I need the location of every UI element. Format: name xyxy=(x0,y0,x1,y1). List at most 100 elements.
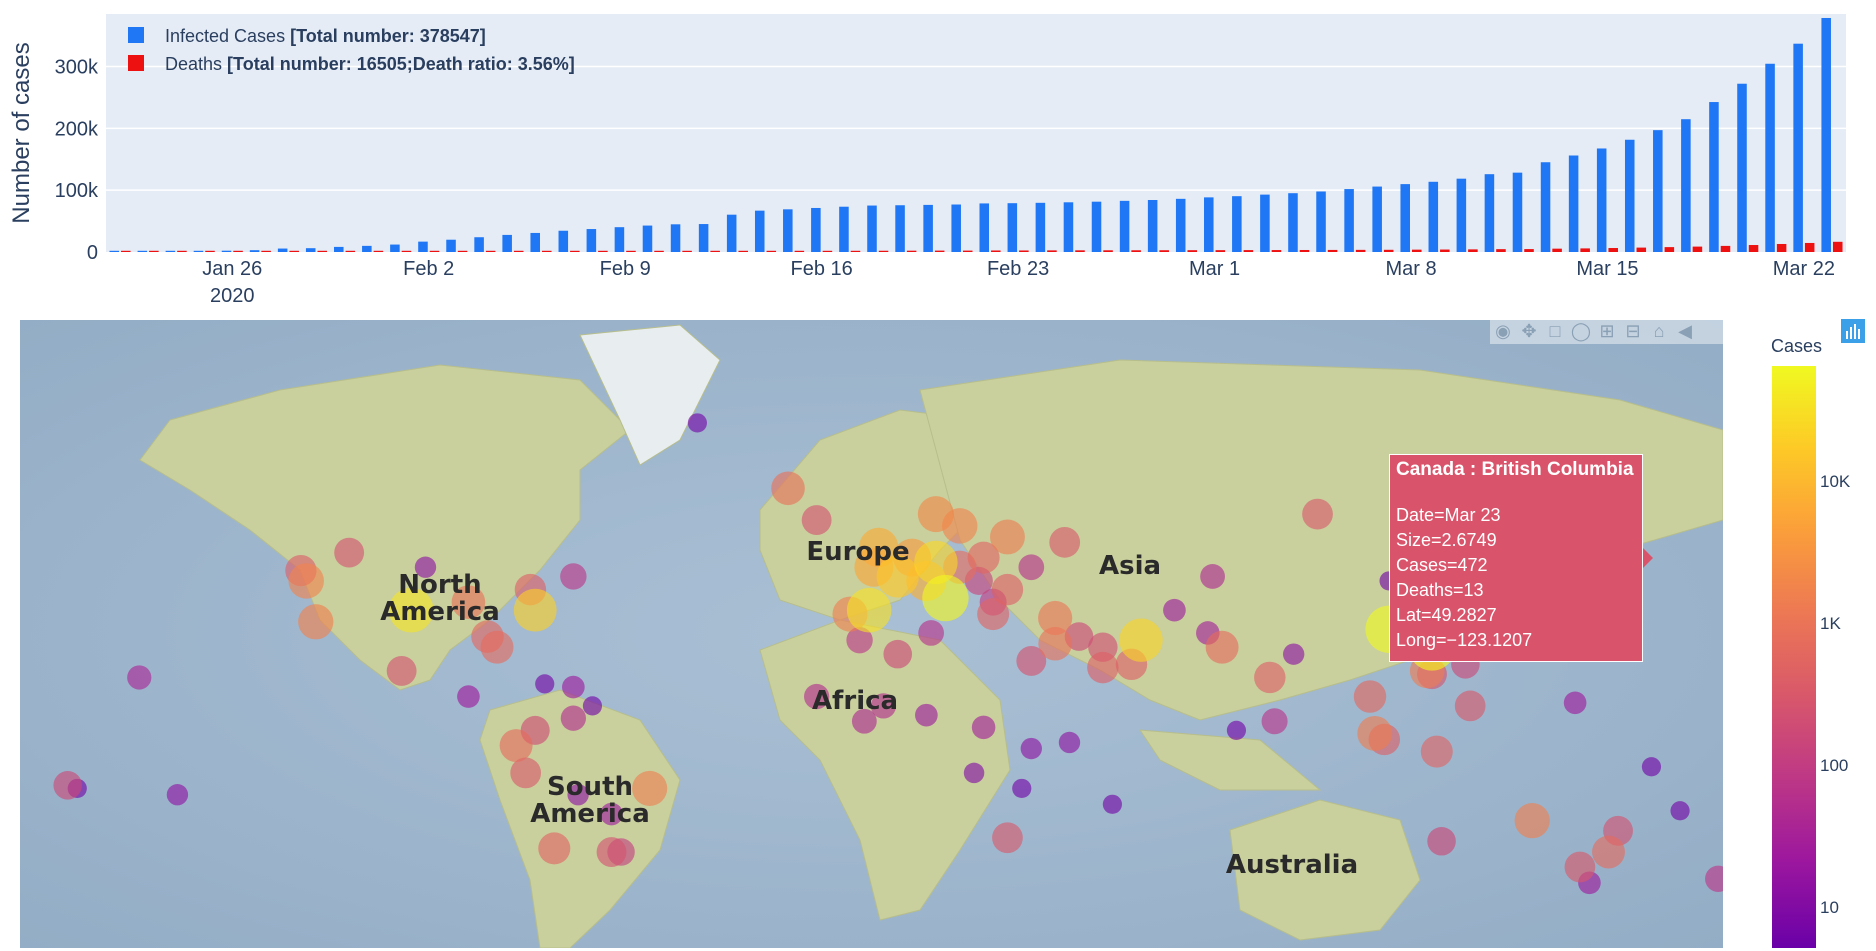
bar-infected[interactable] xyxy=(1091,201,1102,252)
map-point[interactable] xyxy=(127,665,152,690)
map-point[interactable] xyxy=(1226,720,1247,740)
bar-infected[interactable] xyxy=(867,205,877,252)
map-point[interactable] xyxy=(917,496,954,533)
map-point[interactable] xyxy=(876,555,919,598)
map-point[interactable] xyxy=(1020,737,1042,760)
bar-infected[interactable] xyxy=(1765,63,1775,252)
bar-infected[interactable] xyxy=(1512,172,1523,252)
map-point[interactable] xyxy=(166,784,189,806)
bar-infected[interactable] xyxy=(249,250,260,252)
bar-deaths[interactable] xyxy=(682,250,692,252)
map-point[interactable] xyxy=(1670,801,1690,821)
bar-infected[interactable] xyxy=(783,209,793,252)
map-point[interactable] xyxy=(53,771,82,800)
map-point[interactable] xyxy=(870,693,897,719)
bar-deaths[interactable] xyxy=(738,250,748,252)
bar-infected[interactable] xyxy=(895,205,905,252)
bar-deaths[interactable] xyxy=(710,250,720,252)
map-point[interactable] xyxy=(334,537,365,568)
map-point[interactable] xyxy=(771,471,805,506)
bar-deaths[interactable] xyxy=(1636,247,1647,252)
bar-deaths[interactable] xyxy=(598,250,608,252)
map-point[interactable] xyxy=(801,505,832,535)
bar-infected[interactable] xyxy=(726,214,737,252)
bar-infected[interactable] xyxy=(1624,139,1635,252)
bar-infected[interactable] xyxy=(362,245,372,252)
map-point[interactable] xyxy=(1102,794,1123,814)
map-point[interactable] xyxy=(632,770,668,806)
bar-infected[interactable] xyxy=(811,207,821,252)
map-point[interactable] xyxy=(596,837,627,867)
bar-deaths[interactable] xyxy=(485,250,496,252)
map-point[interactable] xyxy=(1058,731,1081,754)
bar-infected[interactable] xyxy=(1596,148,1607,252)
bar-infected[interactable] xyxy=(390,244,400,252)
zoom-out-icon[interactable]: ⊟ xyxy=(1625,320,1641,341)
map-point[interactable] xyxy=(1261,708,1288,735)
home-icon[interactable]: ⌂ xyxy=(1653,320,1665,341)
map-point[interactable] xyxy=(510,757,542,789)
bar-deaths[interactable] xyxy=(1327,249,1338,252)
bar-infected[interactable] xyxy=(137,250,148,252)
map-point[interactable] xyxy=(846,587,892,633)
map-point[interactable] xyxy=(451,585,486,619)
map-point[interactable] xyxy=(846,626,873,654)
bar-deaths[interactable] xyxy=(822,250,833,252)
map-point[interactable] xyxy=(567,784,589,806)
bar-deaths[interactable] xyxy=(1075,250,1085,252)
lasso-icon[interactable]: ◯ xyxy=(1570,320,1592,341)
map-point[interactable] xyxy=(1514,803,1550,839)
bar-deaths[interactable] xyxy=(1019,250,1029,252)
bar-infected[interactable] xyxy=(670,224,681,252)
bar-infected[interactable] xyxy=(334,246,344,252)
bar-deaths[interactable] xyxy=(1468,249,1478,252)
bar-deaths[interactable] xyxy=(373,250,384,252)
map-point[interactable] xyxy=(990,519,1025,555)
bar-infected[interactable] xyxy=(1709,102,1719,252)
bar-infected[interactable] xyxy=(165,250,176,252)
map-point[interactable] xyxy=(1038,600,1073,636)
map-point[interactable] xyxy=(1641,757,1662,777)
bar-deaths[interactable] xyxy=(1832,241,1843,252)
map-point[interactable] xyxy=(1163,598,1186,622)
bar-infected[interactable] xyxy=(1147,200,1158,252)
plotly-logo-icon[interactable] xyxy=(1840,318,1866,344)
bar-infected[interactable] xyxy=(1568,155,1579,252)
bar-infected[interactable] xyxy=(1456,178,1467,252)
camera-icon[interactable]: ◉ xyxy=(1495,320,1511,341)
bar-deaths[interactable] xyxy=(457,250,468,252)
map-point[interactable] xyxy=(513,588,557,632)
map-points-group[interactable] xyxy=(53,413,1723,895)
bar-infected[interactable] xyxy=(1175,198,1186,252)
bar-infected[interactable] xyxy=(1063,202,1074,252)
bar-deaths[interactable] xyxy=(962,250,973,252)
bar-infected[interactable] xyxy=(979,203,990,252)
world-map[interactable]: North America South America Europe Africa … xyxy=(20,320,1723,948)
map-scatter[interactable]: North America South America Europe Africa … xyxy=(20,320,1723,948)
bar-deaths[interactable] xyxy=(177,250,187,252)
bar-infected[interactable] xyxy=(1007,203,1018,252)
map-point[interactable] xyxy=(883,639,913,669)
map-point[interactable] xyxy=(1353,680,1387,713)
bar-deaths[interactable] xyxy=(1552,248,1562,252)
map-point[interactable] xyxy=(1302,498,1333,530)
bar-infected[interactable] xyxy=(1681,119,1691,252)
bar-infected[interactable] xyxy=(1653,130,1663,252)
bar-infected[interactable] xyxy=(586,229,597,252)
bar-infected[interactable] xyxy=(1793,43,1803,252)
bar-infected[interactable] xyxy=(698,224,709,252)
bar-deaths[interactable] xyxy=(1776,243,1787,252)
bar-infected[interactable] xyxy=(502,234,512,252)
bar-infected[interactable] xyxy=(1484,174,1495,252)
map-point[interactable] xyxy=(600,802,623,826)
bar-infected[interactable] xyxy=(1288,193,1298,252)
bar-deaths[interactable] xyxy=(1299,249,1310,252)
bar-deaths[interactable] xyxy=(1748,245,1759,252)
map-point[interactable] xyxy=(851,708,877,734)
bar-infected[interactable] xyxy=(193,250,204,252)
map-point[interactable] xyxy=(499,729,533,762)
bar-deaths[interactable] xyxy=(401,250,412,252)
map-point[interactable] xyxy=(1119,618,1163,662)
legend-item-infected[interactable]: Infected Cases [Total number: 378547] xyxy=(165,26,486,46)
map-point[interactable] xyxy=(803,683,830,710)
